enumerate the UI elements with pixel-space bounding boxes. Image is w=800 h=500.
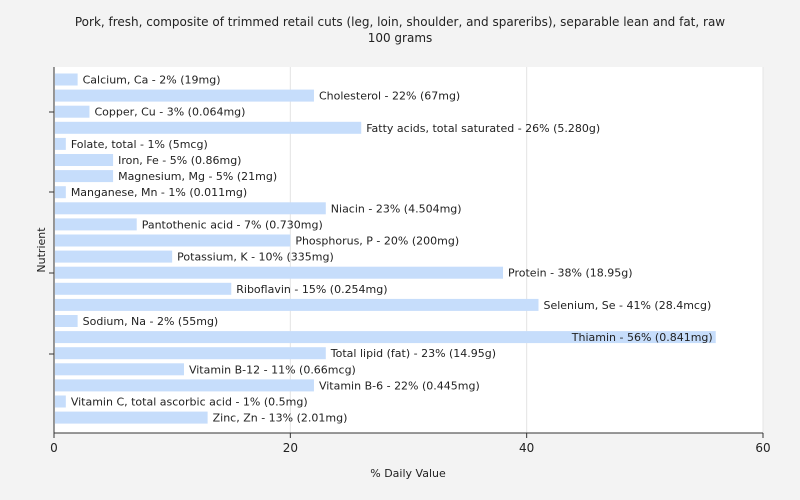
bar	[55, 121, 362, 134]
bar-label: Zinc, Zn - 13% (2.01mg)	[213, 412, 348, 425]
chart-title-line-2: 100 grams	[367, 31, 433, 45]
bar-label: Vitamin B-12 - 11% (0.66mcg)	[189, 363, 356, 376]
bar-label: Niacin - 23% (4.504mg)	[331, 202, 462, 215]
x-tick-label: 20	[283, 441, 298, 455]
bar	[55, 331, 716, 344]
y-axis-label: Nutrient	[35, 227, 48, 273]
bar	[55, 379, 314, 392]
bar	[55, 234, 291, 247]
bar	[55, 282, 232, 295]
bar-label: Riboflavin - 15% (0.254mg)	[236, 283, 387, 296]
bar-label: Folate, total - 1% (5mcg)	[71, 138, 208, 151]
bar	[55, 315, 78, 327]
bar-label: Magnesium, Mg - 5% (21mg)	[118, 170, 277, 183]
bars	[55, 73, 716, 424]
bar	[55, 266, 504, 279]
bar-label: Iron, Fe - 5% (0.86mg)	[118, 154, 241, 167]
bar-label: Vitamin C, total ascorbic acid - 1% (0.5…	[71, 396, 308, 409]
bar	[55, 105, 90, 118]
axes	[49, 67, 764, 438]
x-tick-labels: 0 20 40 60	[50, 441, 770, 455]
x-tick-label: 60	[755, 441, 770, 455]
bar	[55, 363, 184, 376]
bar-label: Thiamin - 56% (0.841mg)	[571, 331, 713, 344]
bar	[55, 202, 326, 215]
bar-label: Calcium, Ca - 2% (19mg)	[83, 74, 221, 87]
bar	[55, 186, 66, 199]
bar-label: Selenium, Se - 41% (28.4mcg)	[543, 299, 711, 312]
chart-title-line-1: Pork, fresh, composite of trimmed retail…	[74, 15, 726, 29]
bar	[55, 298, 539, 311]
bar	[55, 218, 137, 231]
x-axis-label: % Daily Value	[370, 467, 446, 480]
chart-title: Pork, fresh, composite of trimmed retail…	[0, 14, 800, 46]
bar-label: Fatty acids, total saturated - 26% (5.28…	[366, 122, 600, 135]
x-tick-label: 0	[50, 441, 58, 455]
bar-label: Total lipid (fat) - 23% (14.95g)	[330, 347, 496, 360]
bar-labels: Calcium, Ca - 2% (19mg) Cholesterol - 22%…	[71, 74, 713, 425]
bar	[55, 73, 78, 86]
bar	[55, 347, 326, 360]
bar-label: Sodium, Na - 2% (55mg)	[83, 315, 219, 328]
bar	[55, 170, 114, 183]
bar-label: Pantothenic acid - 7% (0.730mg)	[142, 218, 323, 231]
bar	[55, 250, 173, 263]
bar	[55, 395, 66, 408]
bar-label: Phosphorus, P - 20% (200mg)	[295, 235, 459, 248]
bar	[55, 89, 314, 102]
bar-label: Cholesterol - 22% (67mg)	[319, 90, 460, 103]
bar-label: Potassium, K - 10% (335mg)	[177, 251, 334, 264]
bar	[55, 154, 114, 166]
bar-label: Manganese, Mn - 1% (0.011mg)	[71, 186, 247, 199]
bar-label: Protein - 38% (18.95g)	[508, 267, 633, 280]
x-tick-label: 40	[519, 441, 534, 455]
bar	[55, 137, 66, 150]
bar	[55, 411, 208, 424]
bar-label: Vitamin B-6 - 22% (0.445mg)	[319, 379, 480, 392]
bar-label: Copper, Cu - 3% (0.064mg)	[94, 106, 245, 119]
